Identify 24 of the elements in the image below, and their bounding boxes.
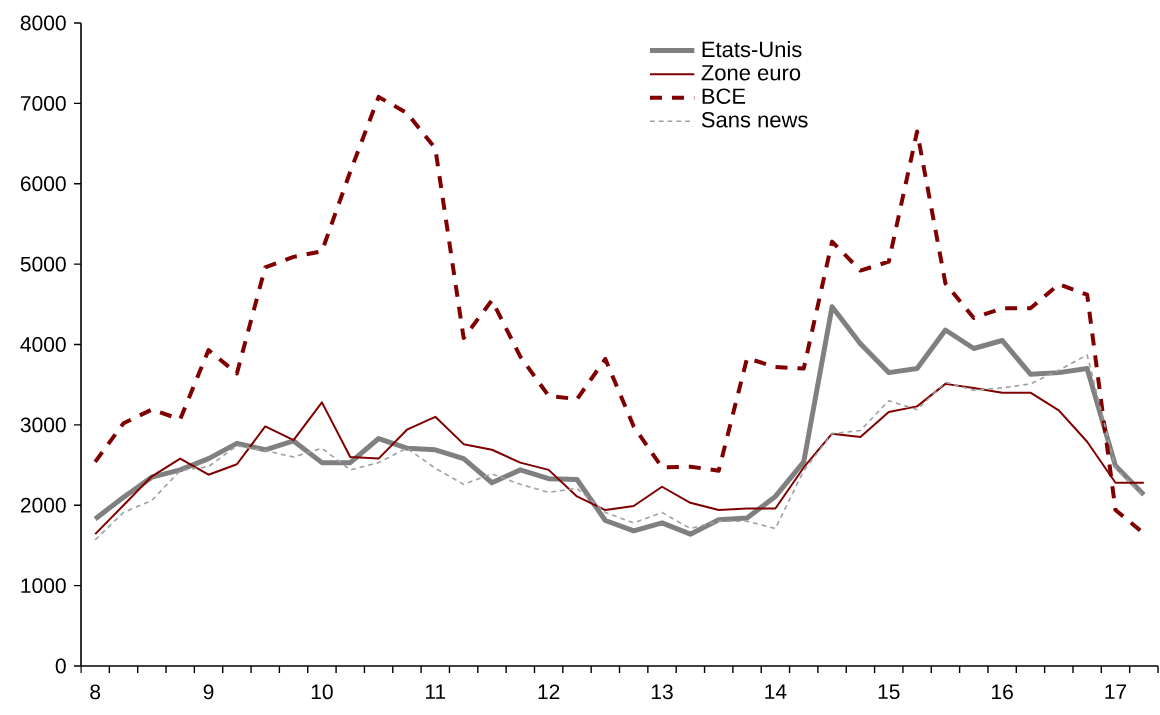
y-tick-label: 7000 — [20, 95, 66, 111]
legend-label: Sans news — [701, 111, 808, 128]
y-tick-label: 4000 — [20, 337, 66, 352]
y-tick-label: 5000 — [20, 256, 66, 272]
legend-label: Zone euro — [701, 65, 801, 81]
x-tick-label: 10 — [311, 684, 333, 700]
x-tick-label: 13 — [651, 684, 673, 700]
line-series — [94, 354, 1145, 541]
y-tick-label: 1000 — [21, 578, 66, 594]
y-tick-label: 2000 — [20, 497, 66, 513]
legend-label: Etats-Unis — [702, 41, 802, 58]
x-tick-label: 8 — [90, 684, 101, 700]
x-tick-label: 15 — [878, 684, 900, 700]
legend-label: BCE — [702, 88, 746, 104]
x-tick-label: 9 — [203, 684, 214, 700]
y-tick-label: 8000 — [20, 15, 66, 31]
x-tick-label: 14 — [765, 684, 787, 699]
y-tick-label: 6000 — [20, 176, 66, 192]
y-tick-label: 3000 — [20, 417, 66, 433]
x-tick-label: 16 — [992, 684, 1013, 700]
y-tick-label: 0 — [55, 658, 66, 674]
x-tick-label: 11 — [425, 684, 446, 699]
x-tick-label: 12 — [538, 684, 560, 700]
x-tick-label: 17 — [1105, 684, 1127, 699]
